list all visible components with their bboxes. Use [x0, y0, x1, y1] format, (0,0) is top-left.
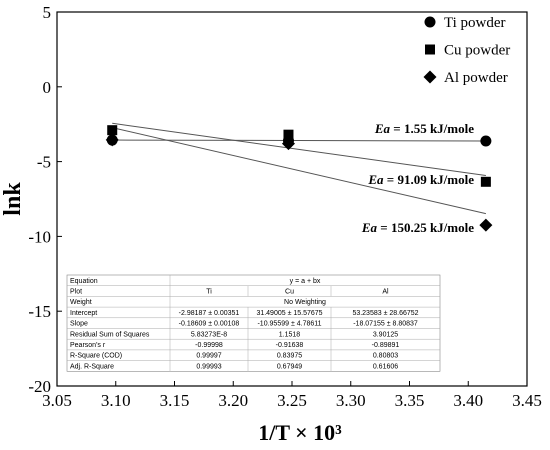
annotation-text: = 1.55 kJ/mole	[390, 121, 474, 136]
legend-marker	[423, 70, 437, 84]
table-cell: Ti	[206, 289, 212, 296]
table-cell: 53.23583 ± 28.66752	[352, 310, 418, 317]
table-cell: -0.89891	[372, 342, 400, 349]
marker	[107, 125, 118, 136]
x-tick-label: 3.40	[453, 391, 483, 410]
x-tick-label: 3.35	[395, 391, 425, 410]
y-tick-label: 5	[43, 3, 52, 22]
table-cell: Adj. R-Square	[70, 363, 114, 370]
fit-line	[112, 139, 486, 142]
table-cell: Equation	[70, 278, 98, 285]
legend-label: Ti powder	[444, 15, 506, 31]
table-cell: -0.18609 ± 0.00108	[179, 321, 240, 328]
table-cell: 0.80803	[373, 353, 398, 360]
annotation-symbol: Ea	[374, 121, 391, 136]
annotation-symbol: Ea	[361, 220, 378, 235]
x-tick-label: 3.30	[336, 391, 366, 410]
fit-line	[112, 122, 486, 177]
table-cell: -10.95599 ± 4.78611	[257, 321, 321, 328]
table-cell: Cu	[285, 289, 294, 296]
table-cell: Weight	[70, 299, 92, 306]
annotation: Ea = 1.55 kJ/mole	[374, 121, 474, 136]
x-tick-label: 3.10	[101, 391, 131, 410]
y-axis-label: lnk	[0, 182, 26, 216]
marker	[105, 133, 119, 147]
marker	[480, 135, 492, 147]
annotation: Ea = 150.25 kJ/mole	[361, 220, 474, 235]
y-tick-label: -20	[28, 377, 51, 396]
table-cell: Slope	[70, 321, 88, 328]
table-cell: Intercept	[70, 310, 97, 317]
table-frame	[66, 274, 441, 372]
x-tick-label: 3.15	[160, 391, 190, 410]
table-cell: -2.98187 ± 0.00351	[179, 310, 240, 317]
table-cell: Pearson's r	[70, 342, 106, 349]
legend-marker	[424, 16, 436, 28]
annotation-symbol: Ea	[367, 172, 384, 187]
table-cell: R-Square (COD)	[70, 353, 122, 360]
table-cell: y = a + bx	[290, 278, 321, 285]
legend-label: Cu powder	[444, 43, 510, 59]
table-cell: -0.91638	[276, 342, 304, 349]
table-cell: No Weighting	[284, 299, 326, 306]
table-cell: 0.99993	[196, 363, 221, 370]
annotation-text: = 91.09 kJ/mole	[384, 172, 475, 187]
table-cell: 3.90125	[373, 331, 398, 338]
table-cell: 1.1518	[279, 331, 301, 338]
table-cell: Plot	[70, 289, 82, 296]
x-tick-label: 3.25	[277, 391, 307, 410]
legend-marker	[425, 44, 435, 55]
marker	[479, 218, 493, 232]
table-cell: 0.67949	[277, 363, 302, 370]
annotation: Ea = 91.09 kJ/mole	[367, 172, 474, 187]
x-axis-label: 1/T × 10³	[258, 420, 342, 445]
table-cell: 0.99997	[196, 353, 221, 360]
marker	[480, 176, 491, 187]
legend-label: Al powder	[444, 70, 508, 86]
y-tick-label: -5	[37, 153, 51, 172]
table-cell: Al	[382, 289, 389, 296]
annotation-text: = 150.25 kJ/mole	[377, 220, 474, 235]
x-tick-label: 3.20	[218, 391, 248, 410]
x-tick-label: 3.45	[512, 391, 542, 410]
fit-line	[112, 127, 486, 215]
table-cell: 0.61606	[373, 363, 398, 370]
table-cell: 5.83273E-8	[191, 331, 227, 338]
y-tick-label: -10	[28, 227, 51, 246]
marker	[281, 137, 295, 151]
table-cell: 31.49005 ± 15.57675	[256, 310, 322, 317]
x-tick-label: 3.05	[42, 391, 72, 410]
table-cell: 0.83975	[277, 353, 302, 360]
table-cell: -18.07155 ± 8.80837	[353, 321, 418, 328]
marker	[283, 129, 294, 140]
table-cell: -0.99998	[195, 342, 223, 349]
y-tick-label: 0	[43, 78, 52, 97]
y-tick-label: -15	[28, 302, 51, 321]
table-cell: Residual Sum of Squares	[70, 331, 150, 338]
